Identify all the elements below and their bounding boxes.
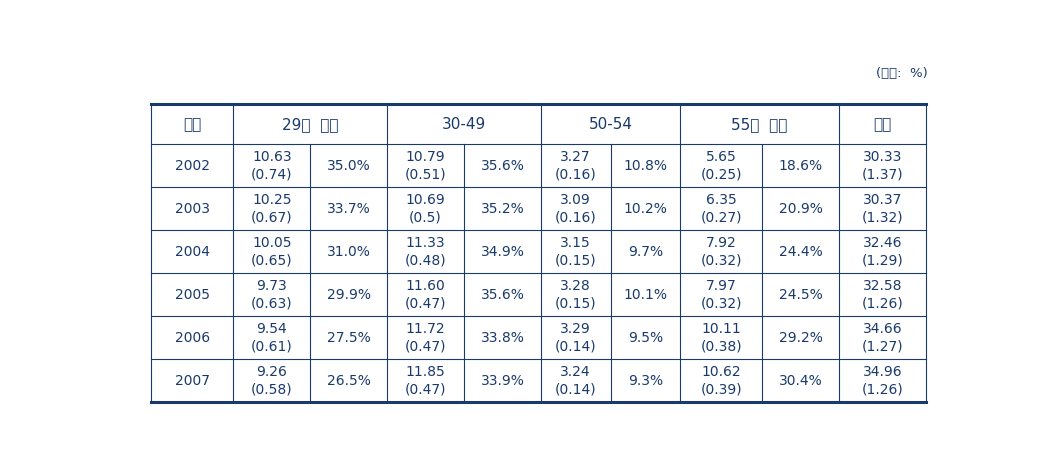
Text: (0.27): (0.27) (701, 211, 742, 225)
Text: 9.26: 9.26 (256, 365, 287, 379)
Text: 33.9%: 33.9% (480, 374, 524, 388)
Text: 3.15: 3.15 (560, 236, 591, 250)
Text: 30.37: 30.37 (863, 193, 902, 207)
Text: (0.38): (0.38) (701, 339, 742, 353)
Text: 11.33: 11.33 (406, 236, 446, 250)
Text: 3.27: 3.27 (560, 150, 591, 164)
Text: 2006: 2006 (175, 331, 210, 345)
Text: 합계: 합계 (874, 117, 892, 132)
Text: 7.97: 7.97 (706, 279, 736, 293)
Text: 30-49: 30-49 (442, 117, 486, 132)
Text: 11.60: 11.60 (406, 279, 446, 293)
Text: 2005: 2005 (175, 288, 210, 302)
Text: 9.54: 9.54 (257, 322, 287, 336)
Text: 34.66: 34.66 (863, 322, 902, 336)
Text: 18.6%: 18.6% (778, 159, 822, 173)
Text: 5.65: 5.65 (706, 150, 736, 164)
Text: 2003: 2003 (175, 202, 210, 216)
Text: 3.24: 3.24 (560, 365, 591, 379)
Text: 10.8%: 10.8% (623, 159, 667, 173)
Text: (0.5): (0.5) (409, 211, 442, 225)
Text: 3.09: 3.09 (560, 193, 591, 207)
Text: 33.7%: 33.7% (327, 202, 370, 216)
Text: (0.32): (0.32) (701, 297, 742, 311)
Text: 10.1%: 10.1% (623, 288, 667, 302)
Text: (0.14): (0.14) (555, 383, 597, 397)
Text: (0.51): (0.51) (405, 167, 447, 181)
Text: 2002: 2002 (175, 159, 210, 173)
Text: (0.39): (0.39) (701, 383, 742, 397)
Text: 31.0%: 31.0% (327, 245, 370, 259)
Text: 24.4%: 24.4% (778, 245, 822, 259)
Text: (0.48): (0.48) (405, 253, 447, 267)
Text: 35.2%: 35.2% (480, 202, 524, 216)
Text: 11.85: 11.85 (406, 365, 446, 379)
Text: 년도: 년도 (184, 117, 201, 132)
Text: 2004: 2004 (175, 245, 210, 259)
Text: 24.5%: 24.5% (778, 288, 822, 302)
Text: 10.69: 10.69 (406, 193, 446, 207)
Text: 10.63: 10.63 (252, 150, 292, 164)
Text: (1.32): (1.32) (862, 211, 903, 225)
Text: 6.35: 6.35 (706, 193, 736, 207)
Text: (0.32): (0.32) (701, 253, 742, 267)
Text: (0.14): (0.14) (555, 339, 597, 353)
Text: 32.46: 32.46 (863, 236, 902, 250)
Text: (0.25): (0.25) (701, 167, 742, 181)
Text: (0.16): (0.16) (555, 211, 597, 225)
Text: (1.27): (1.27) (862, 339, 903, 353)
Text: 10.25: 10.25 (252, 193, 292, 207)
Text: 9.5%: 9.5% (628, 331, 663, 345)
Text: 29.2%: 29.2% (778, 331, 822, 345)
Text: 26.5%: 26.5% (327, 374, 370, 388)
Text: (1.26): (1.26) (862, 383, 903, 397)
Text: 10.79: 10.79 (406, 150, 446, 164)
Text: (0.63): (0.63) (251, 297, 293, 311)
Text: 7.92: 7.92 (706, 236, 736, 250)
Text: 9.73: 9.73 (257, 279, 287, 293)
Text: 9.3%: 9.3% (628, 374, 663, 388)
Text: (0.16): (0.16) (555, 167, 597, 181)
Text: 30.33: 30.33 (863, 150, 902, 164)
Text: 10.05: 10.05 (252, 236, 292, 250)
Text: 32.58: 32.58 (863, 279, 902, 293)
Text: (0.74): (0.74) (251, 167, 293, 181)
Text: (0.15): (0.15) (555, 253, 597, 267)
Text: 10.2%: 10.2% (623, 202, 667, 216)
Text: (단위:  %): (단위: %) (876, 66, 927, 80)
Text: 29.9%: 29.9% (326, 288, 370, 302)
Text: 50-54: 50-54 (588, 117, 633, 132)
Text: 33.8%: 33.8% (480, 331, 524, 345)
Text: (0.58): (0.58) (251, 383, 293, 397)
Text: 55세  이상: 55세 이상 (731, 117, 788, 132)
Text: 2007: 2007 (175, 374, 210, 388)
Text: 9.7%: 9.7% (628, 245, 663, 259)
Text: 34.9%: 34.9% (480, 245, 524, 259)
Text: (1.29): (1.29) (862, 253, 903, 267)
Text: 3.29: 3.29 (560, 322, 591, 336)
Text: 20.9%: 20.9% (778, 202, 822, 216)
Text: 30.4%: 30.4% (778, 374, 822, 388)
Text: 35.6%: 35.6% (480, 159, 524, 173)
Text: (1.37): (1.37) (862, 167, 903, 181)
Text: 35.6%: 35.6% (480, 288, 524, 302)
Text: 35.0%: 35.0% (327, 159, 370, 173)
Text: (1.26): (1.26) (862, 297, 903, 311)
Text: 27.5%: 27.5% (327, 331, 370, 345)
Text: (0.47): (0.47) (405, 339, 446, 353)
Text: (0.15): (0.15) (555, 297, 597, 311)
Text: (0.67): (0.67) (251, 211, 293, 225)
Text: 29세  이하: 29세 이하 (282, 117, 339, 132)
Text: 34.96: 34.96 (863, 365, 902, 379)
Text: 10.11: 10.11 (702, 322, 742, 336)
Text: 3.28: 3.28 (560, 279, 591, 293)
Text: 11.72: 11.72 (406, 322, 446, 336)
Text: 10.62: 10.62 (702, 365, 741, 379)
Text: (0.47): (0.47) (405, 383, 446, 397)
Text: (0.61): (0.61) (251, 339, 293, 353)
Text: (0.65): (0.65) (251, 253, 293, 267)
Text: (0.47): (0.47) (405, 297, 446, 311)
